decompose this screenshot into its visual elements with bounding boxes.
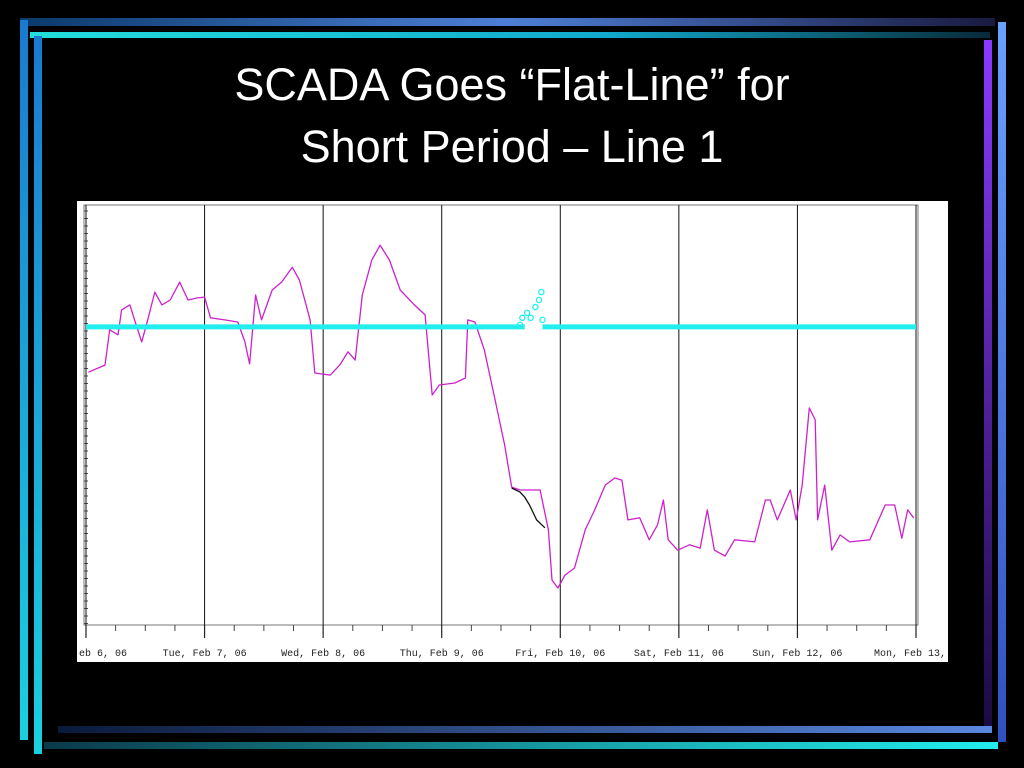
- data-point: [539, 316, 546, 324]
- x-tick-label: Fri, Feb 10, 06: [515, 648, 605, 660]
- data-point: [523, 309, 531, 317]
- data-line: [88, 244, 915, 589]
- x-tick-label: Mon, Feb 13,: [874, 648, 946, 660]
- data-point: [516, 321, 524, 329]
- data-point: [527, 314, 534, 322]
- slide-title: SCADA Goes “Flat-Line” for: [234, 59, 789, 110]
- slide-title: Short Period – Line 1: [301, 121, 724, 172]
- x-tick-label: Sat, Feb 11, 06: [634, 648, 724, 660]
- decoration: [20, 18, 1006, 754]
- x-tick-label: Thu, Feb 9, 06: [400, 648, 484, 660]
- x-tick-label: Wed, Feb 8, 06: [281, 648, 365, 660]
- data-point: [519, 314, 526, 322]
- data-line: [511, 487, 546, 529]
- chart-background: [77, 201, 948, 662]
- data-point: [535, 296, 543, 304]
- x-tick-label: Tue, Feb 7, 06: [163, 648, 247, 660]
- x-tick-label: Sun, Feb 12, 06: [752, 648, 842, 660]
- x-tick-label: eb 6, 06: [79, 648, 127, 660]
- data-point: [532, 303, 539, 311]
- chart: eb 6, 06 Tue, Feb 7, 06 Wed, Feb 8, 06 Thu,…: [79, 204, 946, 660]
- data-point: [538, 288, 545, 296]
